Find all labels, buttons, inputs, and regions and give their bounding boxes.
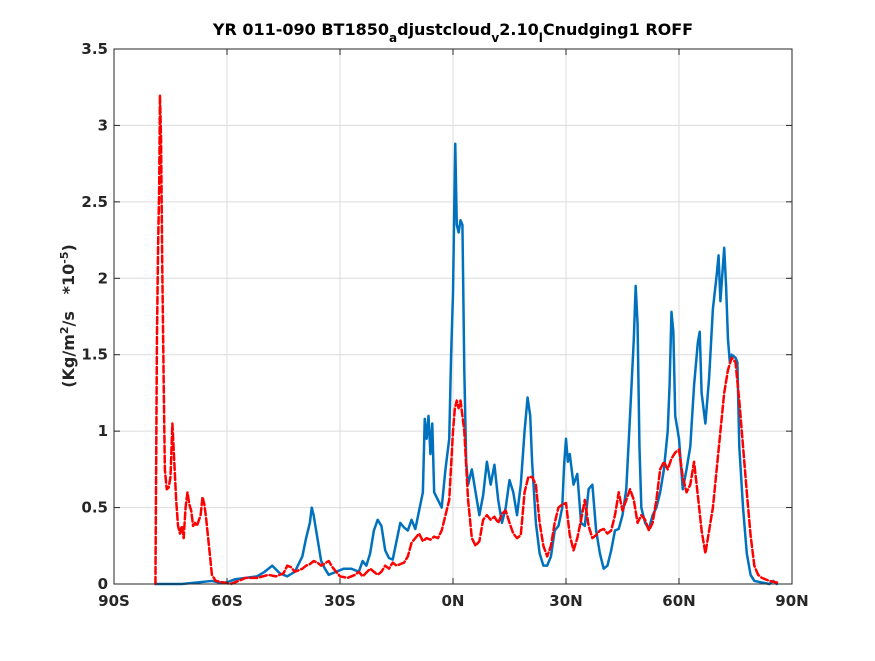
x-tick-label: 60S (211, 592, 243, 610)
series-line-2 (154, 93, 779, 586)
y-tick-label: 0.5 (81, 499, 108, 517)
series-layer (154, 93, 779, 586)
x-tick-label: 60N (662, 592, 695, 610)
x-tick-label: 0N (442, 592, 465, 610)
x-tick-label: 30N (549, 592, 582, 610)
y-axis-label: (Kg/m2/s *10-5) (58, 244, 79, 388)
y-tick-label: 1 (98, 422, 108, 440)
x-tick-label: 90S (98, 592, 130, 610)
y-tick-label: 0 (98, 575, 108, 593)
chart-title: YR 011-090 BT1850adjustcloudv2.10lCnudgi… (212, 20, 693, 45)
x-tick-label: 90N (775, 592, 808, 610)
y-tick-label: 2.5 (81, 193, 108, 211)
y-tick-label: 3 (98, 116, 108, 134)
x-tick-label: 30S (324, 592, 356, 610)
y-tick-label: 1.5 (81, 346, 108, 364)
y-tick-label: 2 (98, 269, 108, 287)
y-tick-label: 3.5 (81, 40, 108, 58)
tick-layer: 90S 60S 30S 0N 30N 60N 90N 0 0.5 1 1.5 2 2.5 3 3.5 (81, 40, 808, 610)
